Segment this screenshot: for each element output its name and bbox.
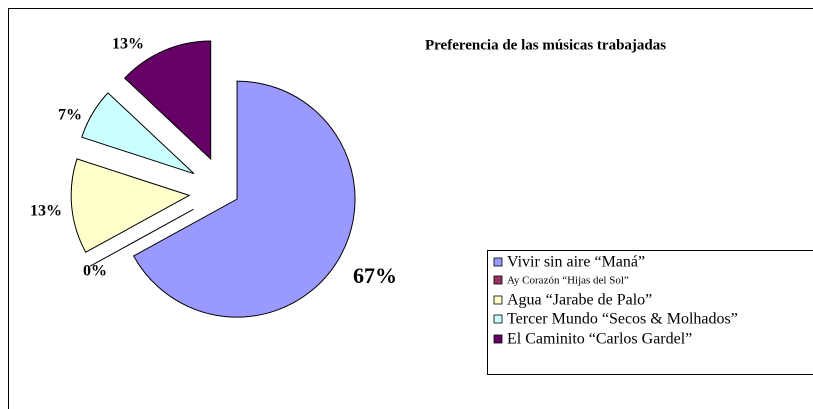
legend-swatch bbox=[493, 314, 503, 324]
data-label: 13% bbox=[112, 36, 144, 53]
legend-label: Ay Corazón “Hijas del Sol” bbox=[507, 275, 629, 287]
data-label: 7% bbox=[58, 107, 82, 124]
pie-slice bbox=[132, 80, 356, 318]
chart-title: Preferencia de las músicas trabajadas bbox=[425, 37, 666, 53]
pie-slice bbox=[81, 92, 195, 175]
data-label: 13% bbox=[30, 203, 62, 220]
legend-box bbox=[487, 250, 813, 375]
legend-label: Tercer Mundo “Secos & Molhados” bbox=[507, 311, 738, 328]
pie-slice bbox=[70, 158, 191, 253]
legend-label: Vivir sin aire “Maná” bbox=[507, 254, 645, 271]
legend-swatch bbox=[493, 275, 503, 285]
legend-swatch bbox=[493, 257, 503, 267]
data-label: 0% bbox=[83, 263, 107, 280]
pie-slice bbox=[123, 40, 212, 161]
legend-swatch bbox=[493, 295, 503, 305]
data-label: 67% bbox=[353, 263, 397, 288]
legend-swatch bbox=[493, 334, 503, 344]
legend-label: El Caminito “Carlos Gardel” bbox=[507, 331, 692, 348]
legend-label: Agua “Jarabe de Palo” bbox=[507, 292, 652, 309]
pie-slice bbox=[89, 208, 194, 267]
